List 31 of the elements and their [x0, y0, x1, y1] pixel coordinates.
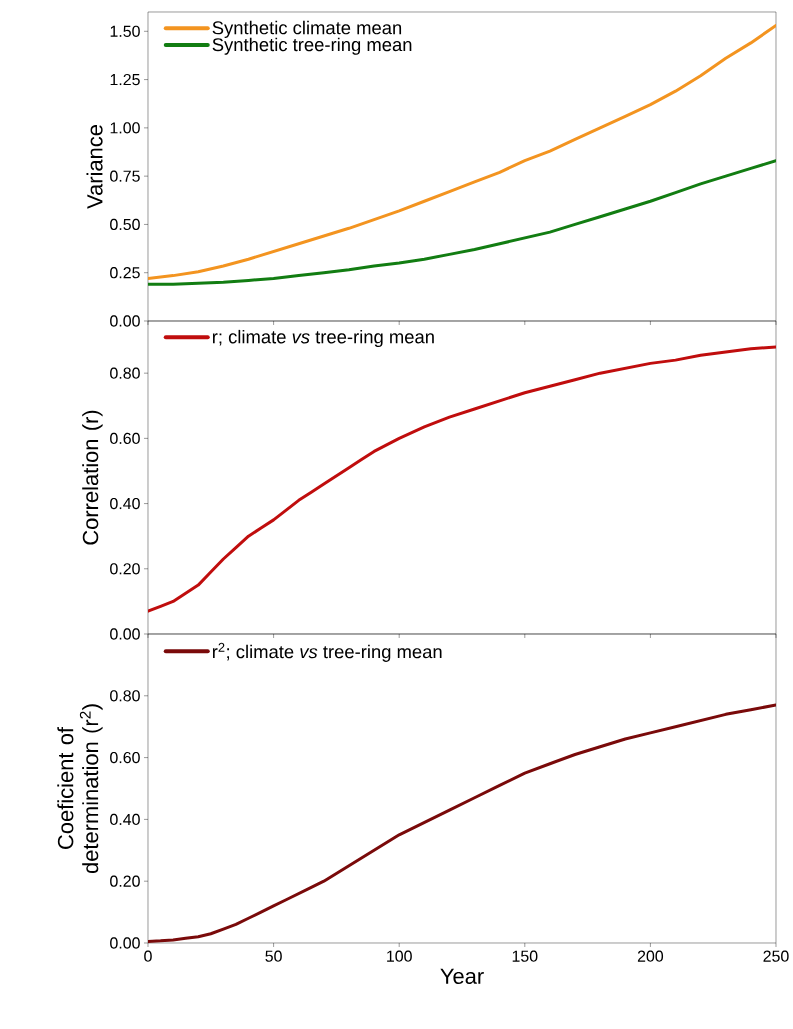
- y-tick-label: 0.40: [110, 813, 141, 826]
- y-tick-label: 0.20: [110, 563, 141, 575]
- legend-label: Synthetic tree-ring mean: [212, 37, 412, 55]
- y-tick-label: 1.00: [110, 122, 141, 134]
- y-tick-label: 1.25: [110, 73, 140, 86]
- x-tick-label: 200: [638, 950, 664, 962]
- x-tick-label: 0: [144, 950, 152, 962]
- y-tick-label: 0.00: [110, 315, 141, 327]
- y-tick-label: 0.75: [110, 170, 140, 182]
- y-tick-label: 1.50: [110, 25, 141, 37]
- y-tick-label: 0.50: [110, 218, 141, 231]
- y-axis-title: Coeficient of determination (r$^{2}$): [57, 704, 103, 874]
- x-tick-label: 150: [512, 950, 538, 962]
- y-tick-label: 0.60: [110, 751, 141, 764]
- y-tick-label: 0.00: [110, 937, 141, 949]
- x-tick-label: 50: [265, 950, 283, 962]
- legend-label: r; climate vs tree-ring mean: [213, 329, 434, 348]
- y-tick-label: 0.40: [110, 497, 141, 510]
- y-axis-title: Correlation (r): [82, 410, 103, 545]
- y-tick-label: 0.60: [110, 432, 141, 445]
- x-tick-label: 100: [387, 950, 413, 962]
- y-tick-label: 0.00: [110, 628, 141, 640]
- legend-label: r$^{2}$; climate vs tree-ring mean: [213, 642, 442, 662]
- y-tick-label: 0.80: [110, 690, 141, 702]
- y-tick-label: 0.20: [110, 875, 141, 887]
- x-axis-title: Year: [440, 968, 484, 984]
- legend-label: Synthetic climate mean: [212, 20, 402, 38]
- y-tick-label: 0.80: [110, 367, 141, 379]
- y-axis-title: Variance: [86, 125, 103, 209]
- y-tick-label: 0.25: [110, 267, 140, 279]
- x-tick-label: 250: [763, 950, 789, 962]
